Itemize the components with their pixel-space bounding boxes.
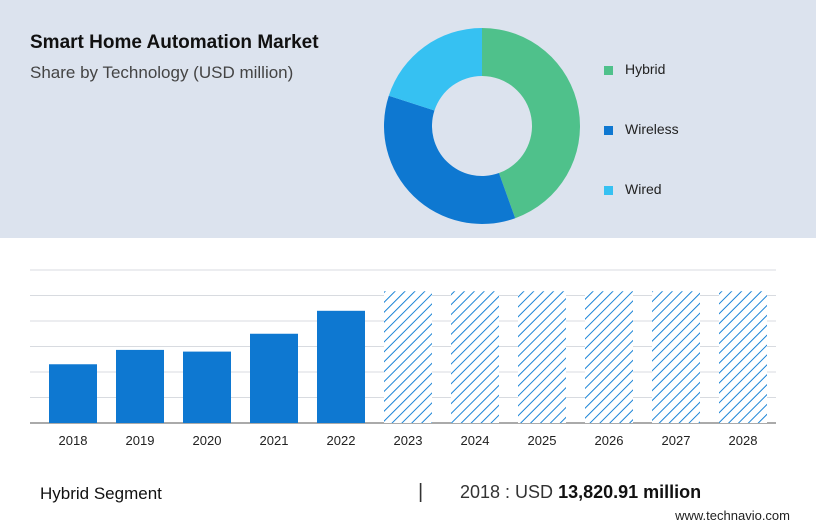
footer-separator: |	[418, 481, 424, 503]
legend-label-wireless: Wireless	[625, 121, 679, 137]
x-tick-label-2021: 2021	[260, 433, 289, 448]
x-tick-label-2022: 2022	[327, 433, 356, 448]
brand-url: www.technavio.com	[675, 508, 790, 523]
bar-2021	[250, 333, 298, 423]
x-tick-label-2028: 2028	[729, 433, 758, 448]
legend-label-hybrid: Hybrid	[625, 61, 666, 77]
technology-donut-chart	[384, 28, 580, 224]
legend-item-wired: Wired	[604, 181, 774, 201]
x-tick-label-2019: 2019	[126, 433, 155, 448]
segment-year-label: 2018 : USD	[460, 482, 554, 502]
x-tick-label-2023: 2023	[394, 433, 423, 448]
bar-2024	[451, 291, 499, 423]
legend-swatch-wired	[604, 186, 613, 195]
yearly-bar-chart: 2018 2019 2020 2021 2022 2023 2024 2025 2026 2027…	[30, 269, 776, 448]
legend-swatch-wireless	[604, 126, 613, 135]
x-tick-label-2024: 2024	[461, 433, 490, 448]
legend-item-hybrid: Hybrid	[604, 61, 774, 81]
chart-title: Smart Home Automation Market	[30, 32, 319, 53]
bar-2020	[183, 351, 231, 423]
bar-2028	[719, 291, 767, 423]
x-tick-label-2025: 2025	[528, 433, 557, 448]
legend-swatch-hybrid	[604, 66, 613, 75]
x-tick-label-2018: 2018	[59, 433, 88, 448]
legend-label-wired: Wired	[625, 181, 662, 197]
segment-value-amount: 13,820.91 million	[558, 482, 702, 502]
bar-2026	[585, 291, 633, 423]
donut-slice-hybrid	[482, 28, 580, 219]
x-tick-label-2020: 2020	[193, 433, 222, 448]
bar-2025	[518, 291, 566, 423]
legend-item-wireless: Wireless	[604, 121, 774, 141]
x-tick-label-2027: 2027	[662, 433, 691, 448]
chart-subtitle: Share by Technology (USD million)	[30, 63, 294, 82]
donut-slice-wired	[388, 28, 482, 111]
bar-2027	[652, 291, 700, 423]
x-tick-label-2026: 2026	[595, 433, 624, 448]
segment-label: Hybrid Segment	[40, 484, 162, 503]
bar-2018	[49, 364, 97, 423]
bar-2023	[384, 291, 432, 423]
bar-2022	[317, 310, 365, 423]
summary-panel: Smart Home Automation Market Share by Te…	[0, 0, 816, 238]
bar-2019	[116, 349, 164, 423]
donut-slice-wireless	[384, 95, 516, 224]
segment-value: 2018 : USD 13,820.91 million	[460, 482, 701, 503]
